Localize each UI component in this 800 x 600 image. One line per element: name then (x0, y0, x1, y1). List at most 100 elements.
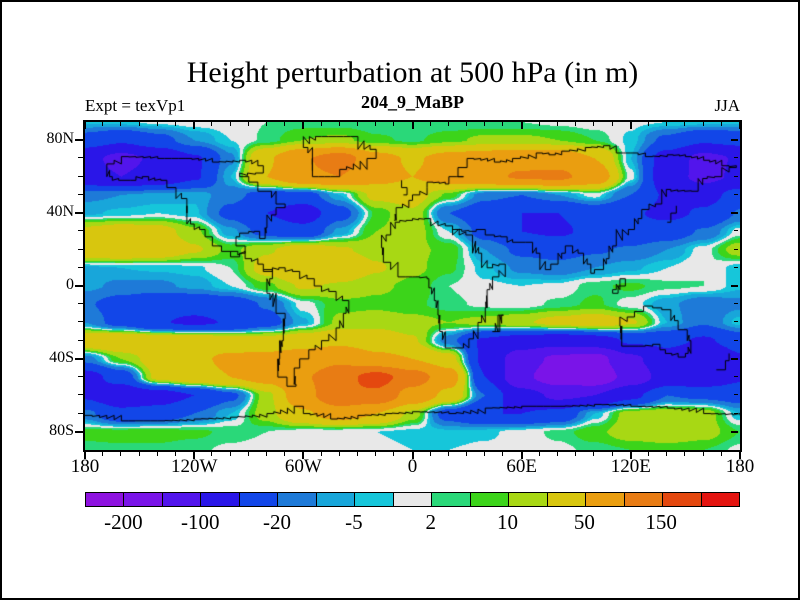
x-axis-minor-tick-top (393, 122, 394, 126)
y-axis-minor-tick (78, 394, 83, 395)
y-axis-minor-tick (78, 194, 83, 195)
x-axis-minor-tick (539, 452, 540, 456)
y-axis-major-tick (75, 139, 83, 141)
x-axis-minor-tick-top (339, 122, 340, 126)
x-axis-minor-tick (139, 452, 140, 456)
x-axis-minor-tick (684, 452, 685, 456)
x-axis-minor-tick-top (157, 122, 158, 126)
colorbar-tick-label: 150 (645, 510, 677, 534)
x-axis-major-tick-top (193, 122, 195, 129)
x-axis-minor-tick-top (248, 122, 249, 126)
x-axis-minor-tick-top (284, 122, 285, 126)
y-axis-tick-label: 40N (46, 203, 74, 221)
x-axis-minor-tick-top (539, 122, 540, 126)
y-axis-major-tick-right (731, 212, 738, 214)
x-axis-minor-tick (266, 452, 267, 456)
x-axis-major-tick (302, 452, 304, 459)
x-axis-minor-tick (612, 452, 613, 456)
x-axis-minor-tick (575, 452, 576, 456)
colorbar-cell (624, 493, 664, 506)
y-axis-minor-tick (78, 157, 83, 158)
x-axis-minor-tick-top (484, 122, 485, 126)
x-axis-minor-tick (703, 452, 704, 456)
x-axis-minor-tick-top (666, 122, 667, 126)
plot-subtitle: 204_9_MaBP (361, 92, 464, 112)
x-axis-minor-tick (339, 452, 340, 456)
x-axis-minor-tick-top (612, 122, 613, 126)
x-axis-tick-label: 120W (170, 456, 218, 477)
y-axis-minor-tick-right (734, 376, 738, 377)
y-axis-major-tick-right (731, 431, 738, 433)
colorbar-cell (355, 493, 394, 506)
colorbar-tick-label: -5 (345, 510, 363, 534)
y-axis-major-tick (75, 431, 83, 433)
contour-canvas (85, 122, 740, 450)
x-axis-minor-tick (593, 452, 594, 456)
colorbar-cell (124, 493, 163, 506)
y-axis-minor-tick-right (734, 157, 738, 158)
y-axis-minor-tick-right (734, 249, 738, 250)
y-axis-minor-tick-right (734, 230, 738, 231)
y-axis-major-tick-right (731, 285, 738, 287)
x-axis-minor-tick-top (375, 122, 376, 126)
x-axis-tick-label: 180 (70, 456, 100, 477)
experiment-label: Expt = texVp1 (85, 96, 186, 115)
x-axis-minor-tick (357, 452, 358, 456)
colorbar-tick-label: -20 (263, 510, 292, 534)
x-axis-major-tick (412, 452, 414, 459)
colorbar-cell (586, 493, 625, 506)
x-axis-minor-tick-top (648, 122, 649, 126)
x-axis-minor-tick-top (139, 122, 140, 126)
colorbar-cell (701, 493, 739, 506)
x-axis-major-tick-top (302, 122, 304, 129)
x-axis-minor-tick (211, 452, 212, 456)
x-axis-minor-tick-top (684, 122, 685, 126)
x-axis-minor-tick (648, 452, 649, 456)
x-axis-major-tick (630, 452, 632, 459)
y-axis-minor-tick (78, 176, 83, 177)
colorbar-cell (86, 493, 125, 506)
plot-title: Height perturbation at 500 hPa (in m) (186, 56, 639, 89)
y-axis-minor-tick-right (734, 267, 738, 268)
colorbar-cell (316, 493, 356, 506)
colorbar (85, 492, 740, 507)
x-axis-minor-tick-top (448, 122, 449, 126)
x-axis-tick-label: 60W (284, 456, 322, 477)
colorbar-cell (278, 493, 317, 506)
y-axis-minor-tick (78, 321, 83, 322)
x-axis-minor-tick-top (230, 122, 231, 126)
y-axis-tick-label: 40S (49, 348, 74, 366)
x-axis-major-tick-top (84, 122, 86, 129)
x-axis-minor-tick (157, 452, 158, 456)
x-axis-major-tick-top (739, 122, 741, 129)
x-axis-minor-tick (120, 452, 121, 456)
x-axis-tick-label: 60E (506, 456, 537, 477)
colorbar-cell (201, 493, 240, 506)
x-axis-minor-tick (284, 452, 285, 456)
y-axis-minor-tick (78, 267, 83, 268)
x-axis-minor-tick (502, 452, 503, 456)
y-axis-minor-tick-right (734, 321, 738, 322)
x-axis-minor-tick-top (703, 122, 704, 126)
x-axis-major-tick-top (630, 122, 632, 129)
x-axis-minor-tick-top (321, 122, 322, 126)
y-axis-minor-tick (78, 303, 83, 304)
y-axis-minor-tick-right (734, 413, 738, 414)
colorbar-tick-label: -200 (104, 510, 143, 534)
y-axis-minor-tick-right (734, 340, 738, 341)
x-axis-tick-label: 120E (610, 456, 651, 477)
colorbar-cell (393, 493, 433, 506)
y-axis-minor-tick-right (734, 394, 738, 395)
y-axis-tick-label: 0 (66, 276, 74, 293)
x-axis-minor-tick-top (721, 122, 722, 126)
x-axis-minor-tick (175, 452, 176, 456)
colorbar-cell (470, 493, 510, 506)
colorbar-cell (663, 493, 702, 506)
y-axis-major-tick (75, 285, 83, 287)
x-axis-minor-tick-top (557, 122, 558, 126)
y-axis-major-tick-right (731, 358, 738, 360)
x-axis-minor-tick-top (575, 122, 576, 126)
x-axis-minor-tick (321, 452, 322, 456)
y-axis-minor-tick (78, 413, 83, 414)
